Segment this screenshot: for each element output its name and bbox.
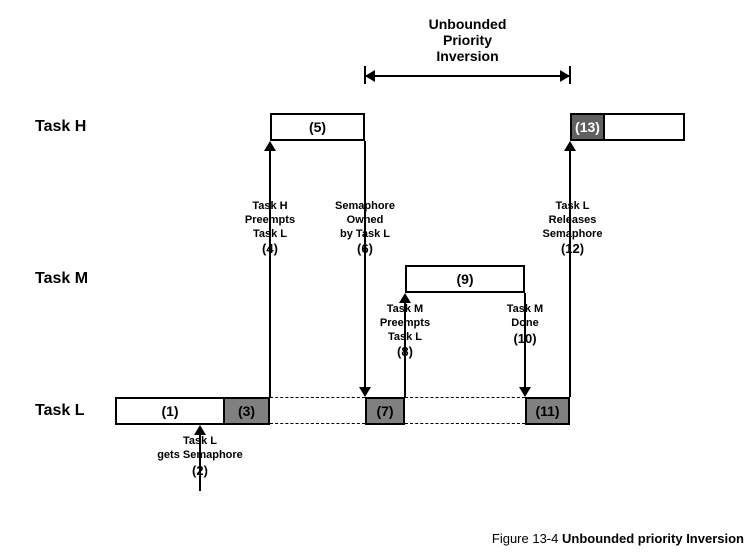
ann-4-l3: Task L [253, 228, 287, 240]
caption-bold: Unbounded priority Inversion [562, 531, 744, 546]
box-13b [605, 113, 685, 141]
arrow-4-line [269, 147, 271, 397]
box-3: (3) [225, 397, 270, 425]
box-5-label: (5) [309, 119, 326, 135]
box-7-label: (7) [376, 403, 393, 419]
box-3-label: (3) [238, 403, 255, 419]
ann-8-l3: Task L [388, 331, 422, 343]
ann-4-l1: Task H [252, 200, 287, 212]
ann-2-l2: gets Semaphore [157, 449, 243, 461]
ann-6: Semaphore Owned by Task L (6) [320, 200, 410, 258]
box-1: (1) [115, 397, 225, 425]
title-line3: Inversion [436, 48, 498, 64]
box-11: (11) [525, 397, 570, 425]
box-11-label: (11) [535, 403, 559, 419]
span-arrow-left [365, 70, 375, 82]
box-13a-label: (13) [575, 119, 600, 135]
ann-10-l1: Task M [507, 303, 543, 315]
title-line2: Priority [443, 32, 492, 48]
ann-4: Task H Preempts Task L (4) [225, 200, 315, 258]
dashed-1-bot [270, 423, 365, 424]
dashed-2-top [405, 397, 525, 398]
ann-6-l3: by Task L [340, 228, 390, 240]
ann-2-num: (2) [192, 463, 208, 478]
ann-2-l1: Task L [183, 435, 217, 447]
box-9-label: (9) [456, 271, 473, 287]
ann-4-l2: Preempts [245, 214, 295, 226]
ann-8-num: (8) [397, 344, 413, 359]
row-label-m: Task M [35, 270, 88, 288]
caption-prefix: Figure 13-4 [492, 531, 562, 546]
box-13a: (13) [570, 113, 605, 141]
arrow-6-line [364, 141, 366, 391]
row-label-l: Task L [35, 402, 85, 420]
ann-10-num: (10) [513, 331, 536, 346]
arrow-10-head [519, 387, 531, 397]
span-tick-right [569, 66, 571, 84]
box-7: (7) [365, 397, 405, 425]
arrow-4-head [264, 141, 276, 151]
ann-12-num: (12) [561, 241, 584, 256]
arrow-8-head [399, 293, 411, 303]
ann-8-l2: Preempts [380, 317, 430, 329]
ann-8: Task M Preempts Task L (8) [370, 303, 440, 361]
span-line [365, 75, 570, 77]
title-line1: Unbounded [429, 16, 507, 32]
ann-8-l1: Task M [387, 303, 423, 315]
ann-6-num: (6) [357, 241, 373, 256]
figure-caption: Figure 13-4 Unbounded priority Inversion [492, 531, 744, 546]
arrow-2-head [194, 425, 206, 435]
arrow-12-head [564, 141, 576, 151]
diagram-title: Unbounded Priority Inversion [365, 16, 570, 64]
dashed-2-bot [405, 423, 525, 424]
ann-12-l1: Task L [555, 200, 589, 212]
span-tick-left [364, 66, 366, 84]
row-label-h: Task H [35, 118, 86, 136]
ann-10-l2: Done [511, 317, 539, 329]
ann-6-l1: Semaphore [335, 200, 395, 212]
box-5: (5) [270, 113, 365, 141]
ann-6-l2: Owned [347, 214, 384, 226]
arrow-12-line [569, 147, 571, 397]
ann-10: Task M Done (10) [490, 303, 560, 347]
box-1-label: (1) [161, 403, 178, 419]
ann-12: Task L Releases Semaphore (12) [530, 200, 615, 258]
ann-12-l3: Semaphore [543, 228, 603, 240]
arrow-6-head [359, 387, 371, 397]
dashed-1-top [270, 397, 365, 398]
diagram-stage: Unbounded Priority Inversion Task H Task… [0, 0, 754, 554]
ann-4-num: (4) [262, 241, 278, 256]
ann-12-l2: Releases [549, 214, 597, 226]
ann-2: Task L gets Semaphore (2) [150, 435, 250, 479]
box-9: (9) [405, 265, 525, 293]
